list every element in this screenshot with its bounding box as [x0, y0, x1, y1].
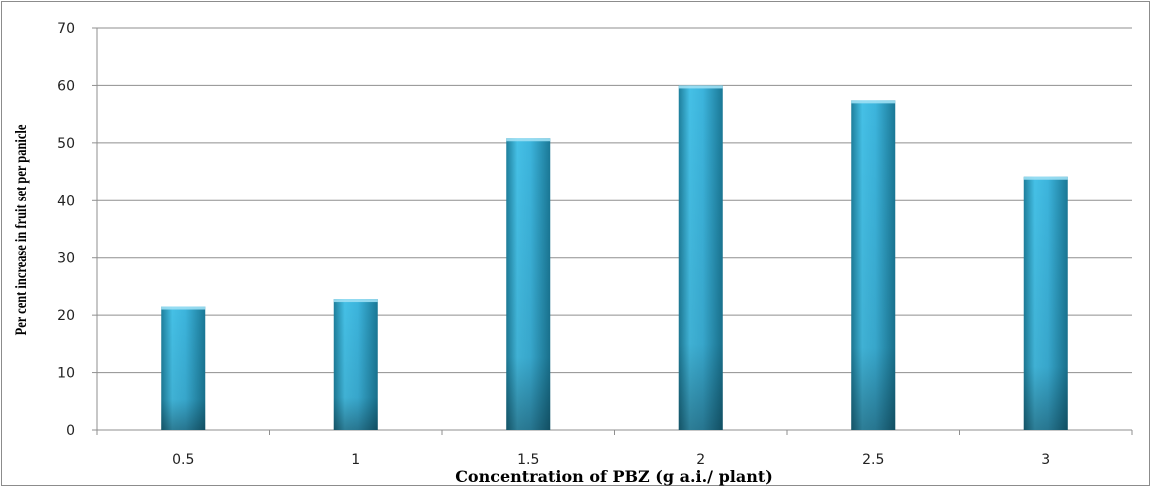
- x-tick-label: 0.5: [172, 452, 194, 468]
- bar-top-highlight: [851, 100, 896, 104]
- y-axis-title: Per cent increase in fruit set per panic…: [13, 125, 31, 336]
- y-tick-label: 40: [57, 193, 75, 209]
- bar: [506, 138, 551, 430]
- gridlines: [97, 27, 1132, 374]
- bars: [161, 85, 1068, 431]
- bar: [333, 299, 378, 430]
- x-axis-title: Concentration of PBZ (g a.i./ plant): [455, 467, 773, 486]
- x-tick-label: 2: [696, 452, 705, 468]
- y-tick-label: 20: [57, 308, 75, 324]
- y-tick-label: 30: [57, 251, 75, 267]
- bar-shade: [851, 100, 896, 431]
- x-tick-label: 1: [351, 452, 360, 468]
- bar-top-highlight: [506, 138, 551, 142]
- x-tick-label: 2.5: [862, 452, 884, 468]
- bar-shade: [1023, 176, 1068, 430]
- bar-shade: [161, 306, 206, 430]
- bar-top-highlight: [678, 85, 723, 89]
- bar-top-highlight: [161, 306, 206, 310]
- y-tick-label: 10: [57, 366, 75, 382]
- bar-shade: [506, 138, 551, 430]
- x-tick-label: 3: [1041, 452, 1050, 468]
- x-tick-labels: 0.5 1 1.5 2 2.5 3: [172, 452, 1050, 468]
- bar: [161, 306, 206, 430]
- bar: [678, 85, 723, 430]
- bar-top-highlight: [333, 299, 378, 303]
- axes: [92, 27, 1133, 435]
- y-tick-label: 0: [66, 423, 75, 439]
- bar-shade: [678, 85, 723, 430]
- bar: [1023, 176, 1068, 430]
- y-tick-label: 50: [57, 136, 75, 152]
- bar-top-highlight: [1023, 176, 1068, 180]
- bar: [851, 100, 896, 431]
- y-tick-labels: 0 10 20 30 40 50 60 70: [57, 21, 75, 439]
- y-tick-label: 70: [57, 21, 75, 37]
- bar-shade: [333, 299, 378, 430]
- y-tick-label: 60: [57, 78, 75, 94]
- x-tick-label: 1.5: [517, 452, 539, 468]
